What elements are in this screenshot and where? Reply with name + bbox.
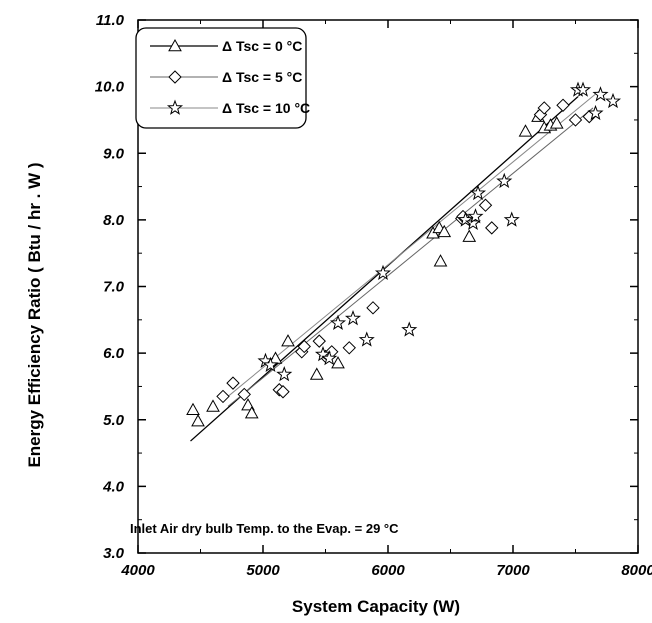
- triangle-point: [462, 229, 477, 242]
- y-tick-label: 6.0: [103, 345, 125, 362]
- star-point: [314, 346, 332, 362]
- diamond-point: [556, 98, 570, 112]
- fit-lines: [190, 89, 601, 442]
- star-point: [262, 356, 279, 372]
- x-tick-label: 5000: [246, 562, 280, 579]
- data-markers: [186, 81, 622, 427]
- diamond-point: [276, 385, 290, 399]
- diamond-point: [537, 101, 551, 115]
- triangle-point: [191, 414, 205, 427]
- diamond-point: [478, 198, 493, 212]
- annotation: Inlet Air dry bulb Temp. to the Evap. = …: [130, 521, 399, 536]
- fit-line-diamond: [227, 107, 594, 407]
- star-point: [587, 104, 604, 121]
- x-tick-label: 7000: [496, 562, 530, 579]
- legend-marker-triangle: [168, 38, 182, 52]
- diamond-point: [485, 221, 499, 235]
- fit-line-star: [227, 89, 601, 397]
- diamond-point: [237, 387, 251, 402]
- diamond-point: [312, 334, 326, 348]
- legend-label: Δ Tsc = 10 °C: [222, 100, 310, 116]
- legend-box: [135, 27, 307, 129]
- y-tick-label: 4.0: [102, 478, 125, 495]
- star-point: [276, 365, 293, 382]
- triangle-point: [433, 254, 448, 267]
- legend-marker-diamond: [168, 70, 182, 84]
- y-tick-label: 5.0: [103, 412, 125, 429]
- star-point: [574, 81, 592, 97]
- triangle-point: [331, 356, 345, 369]
- x-axis-title: System Capacity (W): [292, 597, 460, 616]
- triangle-point: [518, 124, 533, 137]
- y-tick-label: 8.0: [103, 212, 125, 229]
- star-point: [358, 331, 375, 347]
- triangle-point: [186, 402, 200, 416]
- y-tick-label: 11.0: [96, 12, 125, 29]
- star-point: [401, 321, 418, 337]
- diamond-point: [297, 339, 311, 354]
- star-point: [374, 264, 392, 281]
- y-tick-label: 3.0: [103, 545, 125, 562]
- x-tick-label: 4000: [120, 562, 155, 579]
- triangle-point: [244, 406, 259, 419]
- star-point: [467, 208, 484, 224]
- x-tick-label: 8000: [621, 562, 652, 579]
- x-axis: 4000 5000 6000 7000 8000: [120, 20, 652, 579]
- legend-label: Δ Tsc = 0 °C: [222, 38, 302, 54]
- star-point: [329, 314, 347, 330]
- diamond-point: [568, 113, 583, 127]
- y-tick-label: 10.0: [95, 79, 125, 96]
- star-point: [503, 211, 520, 227]
- triangle-point: [437, 224, 452, 238]
- legend-marker-star: [166, 99, 184, 115]
- diamond-point: [216, 389, 230, 404]
- star-point: [457, 211, 474, 227]
- legend: Δ Tsc = 0 °C Δ Tsc = 5 °C Δ Tsc = 10 °C: [135, 27, 310, 129]
- triangle-point: [241, 398, 255, 411]
- triangle-point: [206, 399, 220, 412]
- x-tick-label: 6000: [371, 562, 405, 579]
- y-axis: 3.0 4.0 5.0 6.0 7.0 8.0 9.0 10.0 11.0: [95, 12, 638, 562]
- diamond-point: [366, 301, 380, 315]
- star-point: [592, 86, 609, 102]
- star-point: [344, 310, 362, 326]
- y-axis-title: Energy Efficiency Ratio ( Btu / hr . W ): [25, 162, 44, 467]
- star-point: [496, 172, 513, 189]
- star-point: [321, 350, 338, 366]
- triangle-point: [281, 334, 295, 347]
- star-point: [469, 184, 487, 201]
- diamond-point: [342, 341, 356, 355]
- triangle-point: [549, 116, 564, 129]
- y-tick-label: 9.0: [103, 145, 125, 162]
- legend-label: Δ Tsc = 5 °C: [222, 69, 302, 85]
- y-tick-label: 7.0: [103, 279, 125, 296]
- triangle-point: [309, 367, 324, 380]
- diamond-point: [226, 376, 240, 390]
- star-point: [604, 92, 622, 109]
